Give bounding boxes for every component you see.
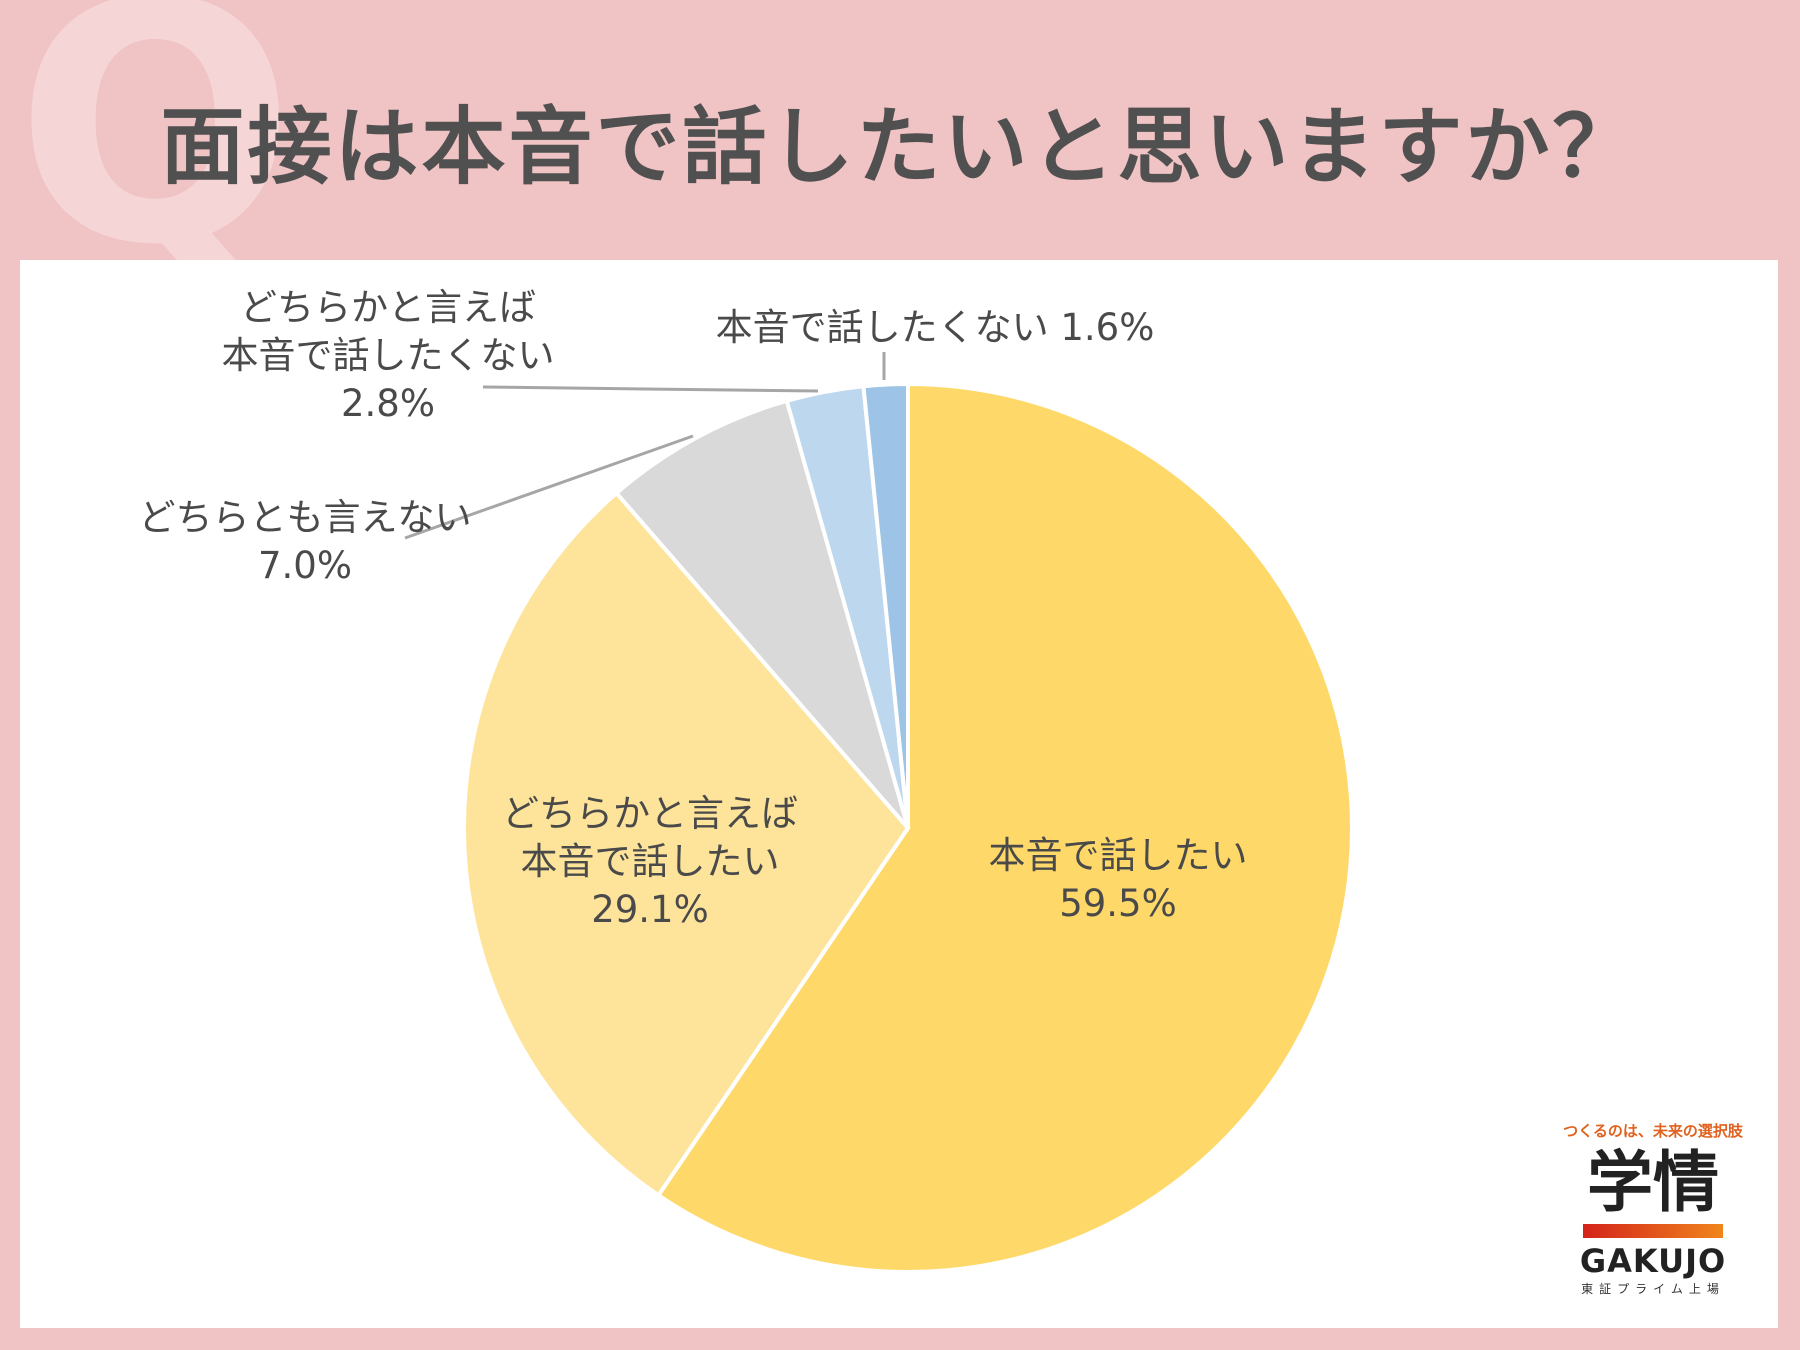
slice-label-2-line-0: どちらとも言えない xyxy=(139,496,472,539)
leader-line-2 xyxy=(404,434,694,540)
gakujo-logo: つくるのは、未来の選択肢 学情 GAKUJO 東証プライム上場 xyxy=(1548,1120,1758,1315)
page-title: 面接は本音で話したいと思いますか？ xyxy=(160,98,1640,196)
pie-slice-4 xyxy=(861,381,910,829)
slice-label-3-line-1: 本音で話したくない xyxy=(222,334,555,377)
logo-mark: 学情 xyxy=(1587,1144,1719,1221)
slice-label-1-line-0: どちらかと言えば xyxy=(502,792,798,835)
pie-slice-2 xyxy=(613,398,910,830)
slice-value-label-0: 59.5% xyxy=(1059,882,1177,925)
logo-subtitle: 東証プライム上場 xyxy=(1581,1281,1725,1296)
pie-slice-0 xyxy=(655,381,1354,1274)
slice-label-0-line-0: 本音で話したい xyxy=(989,834,1248,877)
slice-label-4: 本音で話したくない 1.6% xyxy=(716,306,1155,349)
pie-chart: 本音で話したい59.5%どちらかと言えば本音で話したい29.1%どちらとも言えな… xyxy=(139,286,1354,1274)
slice-label-1-line-1: 本音で話したい xyxy=(521,840,780,883)
q-watermark: Q xyxy=(15,0,296,317)
logo-tagline: つくるのは、未来の選択肢 xyxy=(1563,1122,1743,1140)
leader-line-3 xyxy=(482,385,819,393)
slice-value-label-3: 2.8% xyxy=(341,382,435,425)
slice-value-label-1: 29.1% xyxy=(591,888,709,931)
pie-slice-1 xyxy=(462,490,911,1199)
slice-value-label-2: 7.0% xyxy=(258,544,352,587)
slice-label-3-line-0: どちらかと言えば xyxy=(240,286,536,329)
logo-name: GAKUJO xyxy=(1579,1241,1727,1280)
chart-panel: 本音で話したい 59.5% どちらかと言えば 本音で話したい 29.1% どちらとも言えな… xyxy=(20,260,1778,1328)
logo-color-bar xyxy=(1583,1223,1723,1238)
